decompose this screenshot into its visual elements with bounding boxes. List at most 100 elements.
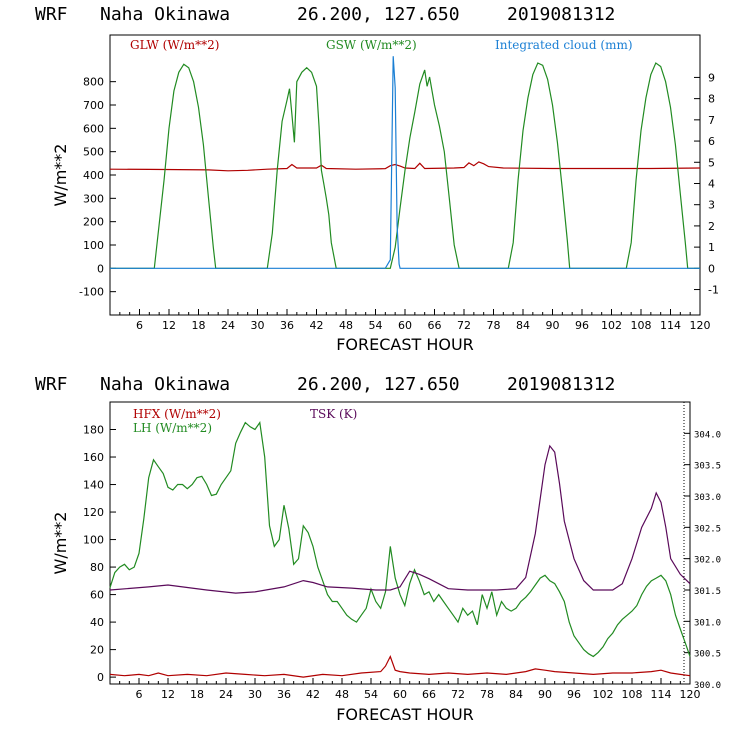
x-tick-label: 72 bbox=[451, 688, 465, 701]
x-tick-label: 120 bbox=[690, 319, 711, 332]
top-xlabel: FORECAST HOUR bbox=[336, 335, 474, 354]
x-tick-label: 66 bbox=[428, 319, 442, 332]
bottom-xlabel: FORECAST HOUR bbox=[336, 705, 474, 724]
x-tick-label: 60 bbox=[393, 688, 407, 701]
x-tick-label: 12 bbox=[161, 688, 175, 701]
top-plot-frame bbox=[109, 34, 701, 316]
right-tick-label: 300.0 bbox=[694, 681, 721, 691]
y-tick-label: 500 bbox=[83, 146, 104, 159]
header-location: Naha Okinawa bbox=[100, 4, 230, 25]
header-run: 2019081312 bbox=[507, 4, 615, 25]
y-tick-label: 140 bbox=[83, 479, 104, 492]
right-tick-label: 300.5 bbox=[694, 650, 721, 660]
x-tick-label: 30 bbox=[251, 319, 265, 332]
x-tick-label: 90 bbox=[538, 688, 552, 701]
x-tick-label: 6 bbox=[136, 319, 143, 332]
y-tick-label: 180 bbox=[83, 424, 104, 437]
lh-line bbox=[109, 421, 691, 658]
y-tick-label: 400 bbox=[83, 169, 104, 182]
right-tick-label: 3 bbox=[708, 199, 715, 212]
right-tick-label: 304.0 bbox=[694, 430, 721, 440]
y-tick-label: 600 bbox=[83, 122, 104, 135]
legend-tsk: TSK (K) bbox=[310, 407, 357, 421]
header-model: WRF bbox=[35, 4, 68, 25]
right-tick-label: 303.0 bbox=[694, 493, 721, 503]
x-tick-label: 12 bbox=[162, 319, 176, 332]
header-model: WRF bbox=[35, 374, 68, 395]
hfx-line bbox=[109, 654, 691, 678]
x-tick-label: 114 bbox=[660, 319, 681, 332]
right-tick-label: 8 bbox=[708, 93, 715, 106]
right-tick-label: 302.5 bbox=[694, 524, 721, 534]
x-tick-label: 18 bbox=[190, 688, 204, 701]
right-tick-label: 302.0 bbox=[694, 556, 721, 566]
x-tick-label: 102 bbox=[593, 688, 614, 701]
bottom-axis-ticks: 6 12 18 24 30 36 42 48 54 60 66 72 78 84 90 96 102 108 114… bbox=[83, 402, 721, 701]
cloud-line bbox=[110, 56, 700, 269]
right-tick-label: 2 bbox=[708, 220, 715, 233]
x-tick-label: 42 bbox=[306, 688, 320, 701]
y-tick-label: 80 bbox=[90, 561, 104, 574]
x-tick-label: 60 bbox=[398, 319, 412, 332]
x-tick-label: 48 bbox=[339, 319, 353, 332]
right-tick-label: -1 bbox=[708, 284, 719, 297]
y-tick-label: 300 bbox=[83, 192, 104, 205]
right-tick-label: 4 bbox=[708, 177, 715, 190]
x-tick-label: 66 bbox=[422, 688, 436, 701]
right-tick-label: 301.0 bbox=[694, 618, 721, 628]
x-tick-label: 108 bbox=[631, 319, 652, 332]
y-tick-label: 20 bbox=[90, 644, 104, 657]
y-tick-label: 800 bbox=[83, 76, 104, 89]
bottom-plot-frame bbox=[109, 401, 691, 685]
y-tick-label: 120 bbox=[83, 506, 104, 519]
y-tick-label: 100 bbox=[83, 239, 104, 252]
x-tick-label: 102 bbox=[601, 319, 622, 332]
x-tick-label: 96 bbox=[575, 319, 589, 332]
y-tick-label: 0 bbox=[97, 671, 104, 684]
right-tick-label: 7 bbox=[708, 114, 715, 127]
header-run: 2019081312 bbox=[507, 374, 615, 395]
top-axis-ticks: 6 12 18 24 30 36 42 48 54 60 66 72 78 84 90 96 102 108 114… bbox=[79, 71, 719, 332]
header-location: Naha Okinawa bbox=[100, 374, 230, 395]
x-tick-label: 18 bbox=[192, 319, 206, 332]
x-tick-label: 120 bbox=[680, 688, 701, 701]
x-tick-label: 114 bbox=[651, 688, 672, 701]
header-coords: 26.200, 127.650 bbox=[297, 374, 460, 395]
top-ylabel: W/m**2 bbox=[51, 144, 70, 207]
right-tick-label: 0 bbox=[708, 262, 715, 275]
x-tick-label: 24 bbox=[219, 688, 233, 701]
x-tick-label: 90 bbox=[546, 319, 560, 332]
legend-hfx: HFX (W/m**2) bbox=[133, 407, 221, 421]
glw-line bbox=[109, 161, 701, 172]
y-tick-label: -100 bbox=[79, 286, 104, 299]
legend-glw: GLW (W/m**2) bbox=[130, 38, 219, 52]
legend-lh: LH (W/m**2) bbox=[133, 421, 212, 435]
y-tick-label: 200 bbox=[83, 216, 104, 229]
x-tick-label: 42 bbox=[310, 319, 324, 332]
x-tick-label: 24 bbox=[221, 319, 235, 332]
y-tick-label: 40 bbox=[90, 616, 104, 629]
x-tick-label: 78 bbox=[480, 688, 494, 701]
gsw-line bbox=[110, 62, 700, 269]
y-tick-label: 160 bbox=[83, 451, 104, 464]
bottom-series-group bbox=[109, 421, 691, 678]
x-tick-label: 36 bbox=[277, 688, 291, 701]
x-tick-label: 108 bbox=[622, 688, 643, 701]
header-coords: 26.200, 127.650 bbox=[297, 4, 460, 25]
x-tick-label: 36 bbox=[280, 319, 294, 332]
y-tick-label: 0 bbox=[97, 262, 104, 275]
right-tick-label: 5 bbox=[708, 156, 715, 169]
top-chart-header: WRF Naha Okinawa 26.200, 127.650 2019081… bbox=[35, 4, 615, 25]
right-tick-label: 301.5 bbox=[694, 587, 721, 597]
legend-cloud: Integrated cloud (mm) bbox=[495, 38, 633, 52]
x-tick-label: 72 bbox=[457, 319, 471, 332]
x-tick-label: 6 bbox=[136, 688, 143, 701]
x-tick-label: 84 bbox=[516, 319, 530, 332]
right-tick-label: 9 bbox=[708, 71, 715, 84]
bottom-chart-header: WRF Naha Okinawa 26.200, 127.650 2019081… bbox=[35, 374, 615, 395]
x-tick-label: 54 bbox=[369, 319, 383, 332]
x-tick-label: 78 bbox=[487, 319, 501, 332]
bottom-ylabel: W/m**2 bbox=[51, 512, 70, 575]
top-series-group bbox=[109, 56, 701, 269]
